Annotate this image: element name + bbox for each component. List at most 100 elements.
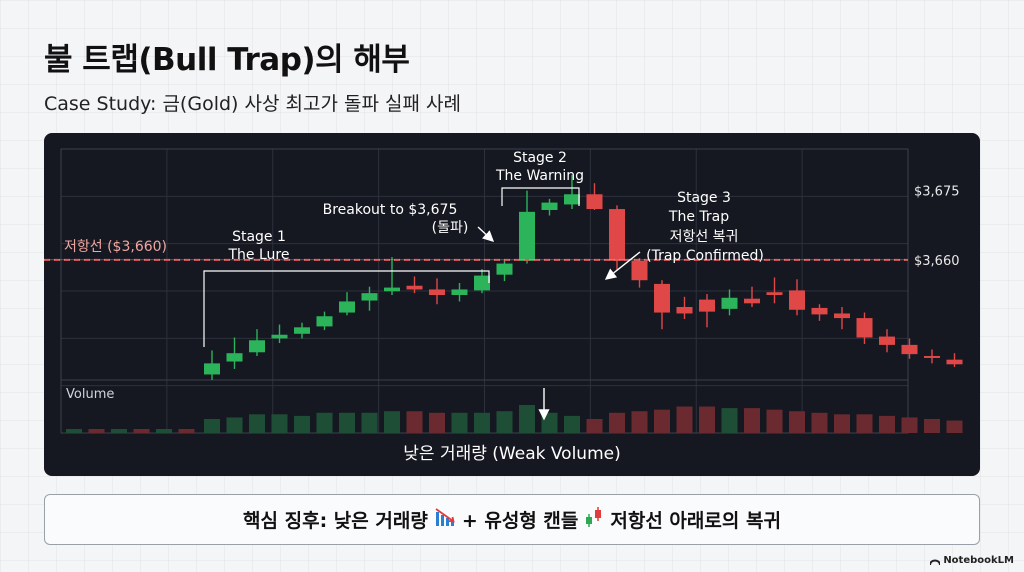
candle-body-up — [519, 211, 535, 261]
notebooklm-logo-icon — [929, 557, 942, 565]
volume-bar — [699, 406, 715, 433]
candle-body-down — [699, 299, 715, 312]
volume-bar — [834, 414, 850, 433]
y-tick-label: $3,675 — [914, 185, 960, 200]
candle-body-up — [564, 194, 580, 205]
volume-bar — [564, 415, 580, 433]
volume-bar — [654, 409, 670, 433]
volume-bar — [429, 412, 445, 433]
candle-body-down — [946, 359, 963, 365]
volume-bar — [271, 414, 288, 433]
stage1-subtitle: The Lure — [228, 247, 290, 263]
candle-body-up — [316, 316, 333, 327]
candle-body-up — [384, 287, 400, 292]
candle-body-up — [271, 334, 288, 339]
candle-body-down — [811, 307, 828, 315]
volume-bar — [156, 429, 172, 433]
volume-bar — [789, 411, 805, 433]
volume-bar — [226, 417, 243, 433]
candle-body-up — [339, 301, 355, 313]
page-subtitle: Case Study: 금(Gold) 사상 최고가 돌파 실패 사례 — [44, 93, 461, 115]
volume-bar — [66, 429, 82, 433]
callout-suffix: 저항선 아래로의 복귀 — [610, 510, 781, 532]
stage3-subtitle: The Trap — [668, 209, 729, 225]
callout-prefix: 핵심 징후: 낮은 거래량 — [243, 510, 428, 532]
volume-bar — [744, 408, 760, 433]
volume-bar — [406, 411, 423, 433]
chart-panel: $3,675 $3,660 Volume 저항선 ($3,660) Stage 1… — [44, 133, 980, 476]
candle-body-down — [879, 336, 895, 345]
breakout-label: Breakout to $3,675 — [323, 202, 458, 218]
candle-body-down — [429, 289, 445, 295]
volume-bar — [676, 406, 693, 433]
volume-bar — [721, 408, 738, 433]
brand-name: NotebookLM — [943, 555, 1014, 566]
volume-bar — [879, 415, 895, 433]
recapture-label: 저항선 복귀 — [670, 229, 739, 245]
volume-bar — [316, 412, 333, 433]
candle-body-down — [766, 292, 783, 295]
candle-body-down — [901, 344, 918, 355]
volume-bar — [901, 417, 918, 433]
resistance-line-group: 저항선 ($3,660) — [44, 239, 908, 261]
resistance-label: 저항선 ($3,660) — [64, 239, 167, 255]
volume-bar — [631, 411, 648, 433]
volume-bar — [339, 412, 355, 433]
candles — [204, 174, 963, 380]
volume-bar — [451, 412, 468, 433]
volume-bar — [361, 412, 378, 433]
stage3-title: Stage 3 — [677, 190, 731, 206]
stage2-title: Stage 2 — [513, 150, 567, 166]
y-tick-label: $3,660 — [914, 254, 960, 269]
bar-chart-down-icon — [434, 506, 456, 533]
callout-middle: + 유성형 캔들 — [461, 510, 579, 532]
candle-body-up — [721, 297, 738, 309]
volume-bar — [811, 412, 828, 433]
candle-body-down — [789, 290, 805, 310]
candle-body-down — [609, 209, 625, 261]
volume-bar — [249, 414, 265, 433]
stage1-title: Stage 1 — [232, 229, 286, 245]
candle-body-up — [226, 353, 243, 362]
volume-bar — [178, 429, 195, 433]
volume-bar — [609, 412, 625, 433]
candle-body-down — [834, 313, 850, 319]
volume-bar — [88, 429, 105, 433]
volume-bar — [384, 411, 400, 433]
candle-body-up — [204, 363, 220, 375]
key-signals-callout: 핵심 징후: 낮은 거래량 + 유성형 캔들 저항선 아래로의 복귀 — [44, 494, 980, 545]
page-title: 불 트랩(Bull Trap)의 해부 — [44, 42, 410, 78]
candle-body-down — [406, 285, 423, 290]
volume-caption: 낮은 거래량 (Weak Volume) — [403, 444, 620, 464]
volume-bar — [474, 412, 490, 433]
volume-bars: Volume — [66, 387, 963, 433]
candle-body-up — [294, 327, 310, 334]
candle-body-down — [586, 194, 603, 210]
candle-body-down — [631, 260, 648, 281]
recapture-arrow — [604, 251, 641, 280]
breakout-arrow — [477, 226, 495, 242]
stage1-bracket — [203, 270, 490, 347]
volume-axis-label: Volume — [66, 387, 114, 402]
volume-bar — [766, 409, 783, 433]
candle-body-up — [541, 202, 558, 210]
volume-bar — [111, 429, 127, 433]
recapture-sublabel: (Trap Confirmed) — [646, 248, 764, 264]
candle-body-down — [744, 298, 760, 304]
candlestick-chart: $3,675 $3,660 Volume 저항선 ($3,660) Stage 1… — [44, 148, 963, 464]
volume-bar — [204, 419, 220, 433]
candle-body-down — [856, 318, 873, 338]
candlestick-icon — [584, 506, 604, 533]
annotations: Stage 1 The Lure Stage 2 The Warning Breakou… — [203, 150, 764, 464]
candle-body-up — [474, 275, 490, 291]
candle-body-down — [676, 307, 693, 314]
candle-body-up — [496, 263, 513, 275]
volume-bar — [519, 405, 535, 433]
candle-body-up — [451, 289, 468, 295]
notebooklm-logo: NotebookLM — [929, 555, 1014, 566]
volume-bar — [946, 420, 963, 433]
volume-bar — [496, 411, 513, 433]
volume-bar — [133, 429, 150, 433]
volume-bar — [856, 414, 873, 433]
volume-bar — [294, 415, 310, 433]
